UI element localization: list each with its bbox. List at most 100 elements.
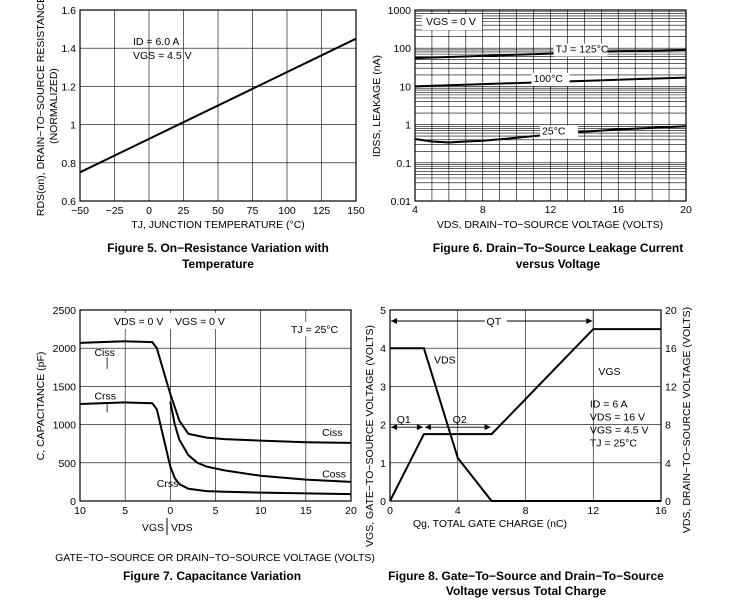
y-tick-label-right: 20 (665, 305, 677, 317)
x-tick-label: 10 (255, 505, 267, 517)
annotation-tj: TJ = 25°C (291, 324, 339, 336)
series-label-ciss-left: Ciss (94, 347, 114, 359)
caption: Figure 7. Capacitance Variation (123, 569, 301, 583)
qt-label: QT (487, 316, 502, 328)
x-tick-label: 4 (412, 204, 418, 216)
annotation-vgs: VGS = 0 V (175, 316, 225, 328)
series-label-ciss-right: Ciss (322, 427, 342, 439)
y-tick-label: 0.01 (391, 196, 412, 208)
caption-2: Temperature (182, 257, 254, 271)
y-axis-label: RDS(on), DRAIN−TO−SOURCE RESISTANCE (35, 0, 47, 216)
condition-3: VGS = 4.5 V (590, 424, 649, 436)
y-axis-label-right: VDS, DRAIN−TO−SOURCE VOLTAGE (VOLTS) (681, 307, 693, 533)
y-tick-label: 1500 (53, 381, 77, 393)
y-tick-label: 500 (58, 458, 76, 470)
y-tick-label-left: 3 (380, 381, 386, 393)
x-tick-label: −50 (71, 205, 89, 217)
series-line-crss (79, 401, 352, 496)
y-tick-label: 1.6 (61, 5, 76, 17)
x-tick-label: 12 (545, 204, 557, 216)
series-label: TJ = 125°C (556, 44, 609, 56)
y-axis-label-left: VGS, GATE−TO−SOURCE VOLTAGE (VOLTS) (364, 325, 376, 547)
x-axis-label: VDS, DRAIN−TO−SOURCE VOLTAGE (VOLTS) (437, 219, 663, 231)
x-tick-label: 12 (587, 505, 599, 517)
chart-on-resistance: −50 −25 0 25 50 75 100 125 150 0.6 0.8 1 1.2 1.4 1.6 I… (35, 0, 365, 271)
x-tick-label: 5 (213, 505, 219, 517)
x-tick-label: 100 (278, 205, 296, 217)
x-tick-label: 8 (523, 505, 529, 517)
y-tick-label-left: 1 (380, 458, 386, 470)
q2-dimension-head-left (424, 424, 431, 431)
x-axis-label: GATE−TO−SOURCE OR DRAIN−TO−SOURCE VOLTAG… (55, 552, 375, 564)
qt-label-bg (484, 313, 507, 327)
x-tick-label: 0 (387, 505, 393, 517)
y-tick-label-left: 4 (380, 343, 386, 355)
chart-leakage-current: 4 8 12 16 20 0.01 0.1 1 10 100 1000 VGS = 0 V TJ =… (371, 5, 692, 271)
x-tick-label: 75 (247, 205, 259, 217)
x-tick-label: 0 (146, 205, 152, 217)
y-tick-label: 1.2 (61, 81, 76, 93)
q2-dimension-head-right (484, 424, 491, 431)
x-tick-label: 15 (300, 505, 312, 517)
x-tick-label: −25 (106, 205, 124, 217)
x-tick-label: 0 (167, 505, 173, 517)
series-label-bg (540, 125, 579, 139)
qt-dimension-head-left (391, 318, 397, 324)
x-tick-label: 16 (655, 505, 667, 517)
series-line-25c (414, 125, 687, 144)
x-tick-label: 5 (122, 505, 128, 517)
caption: Figure 6. Drain−To−Source Leakage Curren… (433, 241, 684, 255)
x-tick-label: 16 (612, 204, 624, 216)
y-tick-label-left: 0 (380, 496, 386, 508)
series-label-vgs: VGS (598, 366, 620, 378)
region-vds: VDS (171, 522, 193, 534)
series-line-rdson (79, 37, 357, 174)
y-tick-label: 1.4 (61, 43, 76, 55)
y-tick-label: 10 (399, 81, 411, 93)
series-line-vds (390, 347, 661, 502)
q1-dimension-head-right (416, 424, 423, 431)
caption-2: versus Voltage (516, 257, 601, 271)
y-axis-label: IDSS, LEAKAGE (nA) (371, 55, 383, 157)
series-label-coss: Coss (322, 468, 346, 480)
series-label: 25°C (542, 125, 566, 137)
series-line-coss (169, 401, 352, 483)
annotation-vgs: VGS = 4.5 V (133, 50, 192, 62)
y-tick-label: 0.1 (396, 158, 411, 170)
y-tick-label: 1000 (53, 420, 77, 432)
condition-4: TJ = 25°C (590, 437, 638, 449)
caption: Figure 5. On−Resistance Variation with (107, 241, 329, 255)
region-vgs: VGS (142, 522, 164, 534)
annotation-id: ID = 6.0 A (133, 36, 179, 48)
x-tick-label: 4 (455, 505, 461, 517)
y-tick-label: 0 (70, 496, 76, 508)
x-axis-label: TJ, JUNCTION TEMPERATURE (°C) (131, 219, 305, 231)
x-tick-label: 125 (313, 205, 331, 217)
x-axis-label: Qg, TOTAL GATE CHARGE (nC) (413, 518, 567, 530)
series-label-vds: VDS (434, 354, 456, 366)
series-line-vgs (389, 328, 661, 502)
y-tick-label-right: 12 (665, 381, 677, 393)
q2-label: Q2 (453, 414, 467, 426)
y-axis-label-2: (NORMALIZED) (48, 68, 60, 144)
y-tick-label: 1000 (388, 5, 412, 17)
q1-dimension-head-left (391, 424, 397, 431)
annotation-bg (111, 313, 228, 329)
series-label: 100°C (534, 73, 564, 85)
y-tick-label: 100 (393, 43, 411, 55)
y-tick-label: 2000 (53, 343, 77, 355)
series-line-ciss (79, 340, 352, 444)
series-label-crss-left: Crss (94, 390, 116, 402)
x-tick-label: 20 (345, 505, 357, 517)
series-label-bg (553, 43, 608, 57)
caption-2: Voltage versus Total Charge (446, 584, 607, 598)
caption: Figure 8. Gate−To−Source and Drain−To−So… (388, 569, 664, 583)
y-tick-label: 0.8 (61, 158, 76, 170)
y-tick-label-left: 5 (380, 305, 386, 317)
annotation-bg (422, 14, 482, 30)
x-tick-label: 25 (178, 205, 190, 217)
y-tick-label-right: 0 (665, 496, 671, 508)
series-label-bg (531, 72, 570, 86)
